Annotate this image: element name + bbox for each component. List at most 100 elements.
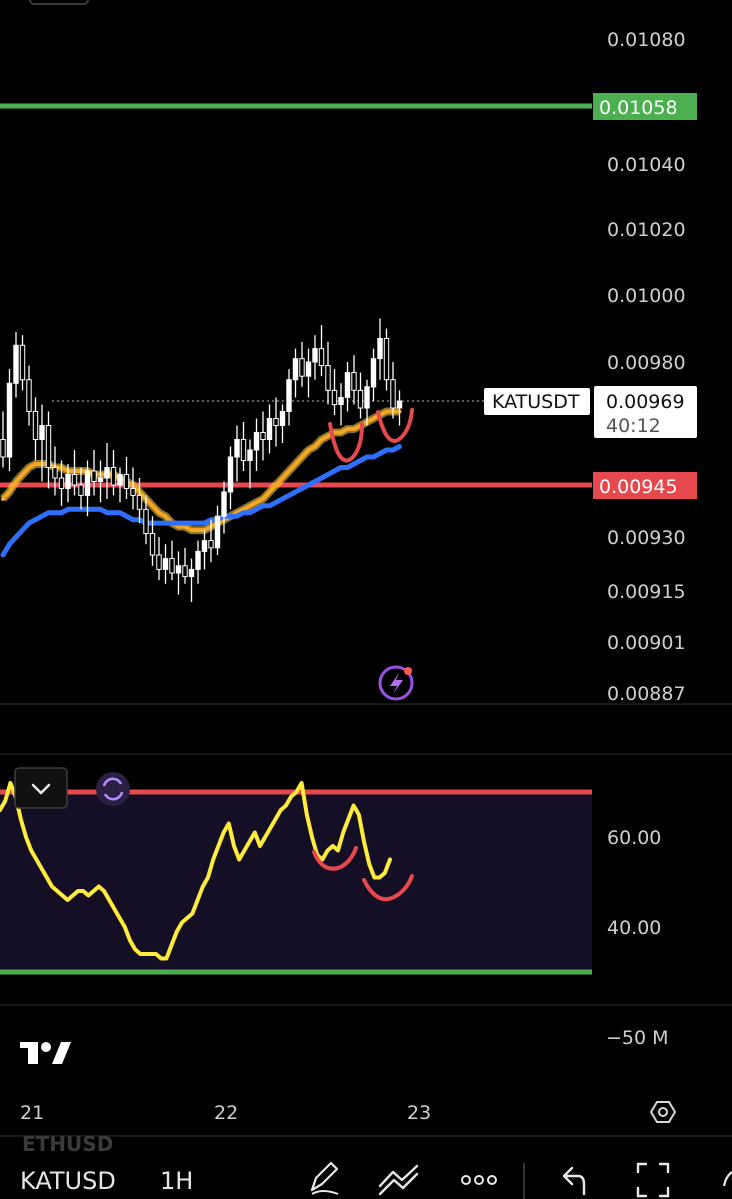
more-button[interactable] — [461, 1175, 497, 1185]
price-tick: 0.01080 — [607, 29, 686, 51]
candle-body — [279, 411, 286, 426]
candle-body — [227, 456, 234, 493]
tradingview-logo — [20, 1042, 71, 1064]
candle-body — [52, 467, 58, 479]
candle-body — [39, 425, 45, 440]
candle-body — [84, 470, 91, 496]
price-tick: 0.01000 — [607, 285, 686, 307]
undo-icon — [562, 1166, 586, 1196]
candle-body — [78, 484, 84, 496]
lightning-icon[interactable] — [378, 665, 414, 701]
candle-body — [325, 365, 331, 391]
candle-body — [13, 344, 19, 384]
candle-body — [117, 474, 123, 486]
lightning-glyph-icon — [390, 673, 403, 694]
candle-body — [45, 425, 52, 468]
candle-body — [260, 432, 266, 440]
refresh-icon — [102, 777, 123, 787]
candle-body — [195, 550, 201, 570]
candle-body — [110, 467, 117, 486]
moving-average-line — [0, 444, 402, 558]
oscillator-series-line — [0, 781, 392, 961]
candle-body — [214, 515, 221, 549]
collapse-pane-button[interactable] — [14, 767, 68, 809]
candle-body — [234, 439, 240, 458]
partial-icon[interactable] — [722, 1171, 732, 1187]
candle-body — [305, 361, 312, 377]
candle-body — [175, 565, 182, 574]
candle-body — [338, 397, 344, 405]
candle-body — [396, 400, 403, 409]
candle-body — [331, 389, 338, 405]
resistance-level-label: 0.01058 — [599, 97, 678, 119]
candle-body — [253, 432, 260, 451]
oscillator-tick: 40.00 — [607, 917, 661, 939]
oscillator-tick: 60.00 — [607, 827, 661, 849]
candle-body — [201, 540, 208, 552]
annotation-arc-1 — [328, 422, 364, 463]
price-tick: 0.01040 — [607, 154, 686, 176]
candle-body — [162, 558, 169, 570]
volume-axis-label: −50 M — [606, 1027, 669, 1049]
candle-body — [32, 411, 39, 440]
toolbar-symbol[interactable]: KATUSD — [20, 1167, 116, 1195]
candle-body — [0, 439, 6, 458]
annotation-arc-2 — [376, 408, 414, 443]
candle-body — [26, 379, 32, 413]
oscillator-line — [0, 781, 392, 961]
candle-body — [97, 477, 104, 482]
resistance-level-tag — [593, 93, 697, 120]
trend-tool-button[interactable] — [378, 1164, 419, 1196]
refresh-button[interactable] — [96, 772, 130, 806]
settings-icon[interactable] — [649, 1101, 677, 1123]
oscillator-band — [0, 792, 592, 972]
candle-body — [273, 418, 279, 426]
fullscreen-button[interactable] — [636, 1162, 670, 1198]
price-tick: 0.00915 — [607, 581, 686, 603]
draw-tool-button[interactable] — [310, 1161, 339, 1195]
candle-body — [123, 474, 130, 489]
candle-body — [104, 467, 110, 479]
pencil-icon — [310, 1161, 339, 1192]
price-tick: 0.00980 — [607, 352, 686, 374]
candle-body — [136, 494, 143, 510]
last-price-tag — [594, 386, 697, 438]
chevron-down-icon — [31, 783, 51, 795]
candle-body — [357, 389, 364, 409]
candle-body — [377, 338, 383, 360]
candle-body — [221, 491, 227, 517]
price-axis: 0.01080 0.01040 0.01020 0.01000 0.00980 … — [607, 29, 686, 705]
candle-body — [364, 386, 370, 409]
candle-body — [351, 372, 357, 391]
candle-body — [312, 348, 318, 363]
undo-button[interactable] — [562, 1166, 586, 1196]
refresh-icon-lower — [103, 791, 124, 801]
candle-body — [71, 474, 78, 486]
more-dot-icon — [487, 1175, 497, 1185]
date-label: 22 — [214, 1102, 238, 1124]
candle-body — [299, 358, 305, 377]
support-level-label: 0.00945 — [599, 476, 678, 498]
trend-line-icon — [378, 1164, 419, 1188]
watchlist-ghost-symbol: ETHUSD — [22, 1132, 113, 1156]
candle-body — [292, 358, 299, 381]
candle-body — [182, 565, 188, 578]
toolbar-interval[interactable]: 1H — [160, 1167, 193, 1195]
trend-line-lower-icon — [378, 1172, 419, 1196]
candle-body — [169, 558, 175, 574]
candle-body — [65, 474, 71, 489]
candle-body — [188, 568, 195, 578]
symbol-tag-label: KATUSDT — [492, 391, 580, 413]
notification-dot-icon — [404, 667, 412, 675]
candle-body — [390, 379, 396, 409]
collapsed-panel-edge[interactable] — [29, 0, 89, 5]
price-tick: 0.01020 — [607, 219, 686, 241]
more-dot-icon — [474, 1175, 484, 1185]
candle-body — [208, 540, 214, 549]
candles — [0, 318, 403, 602]
annotation-arc-3 — [312, 846, 358, 871]
last-price-label: 0.00969 — [606, 391, 685, 413]
date-label: 21 — [20, 1102, 44, 1124]
